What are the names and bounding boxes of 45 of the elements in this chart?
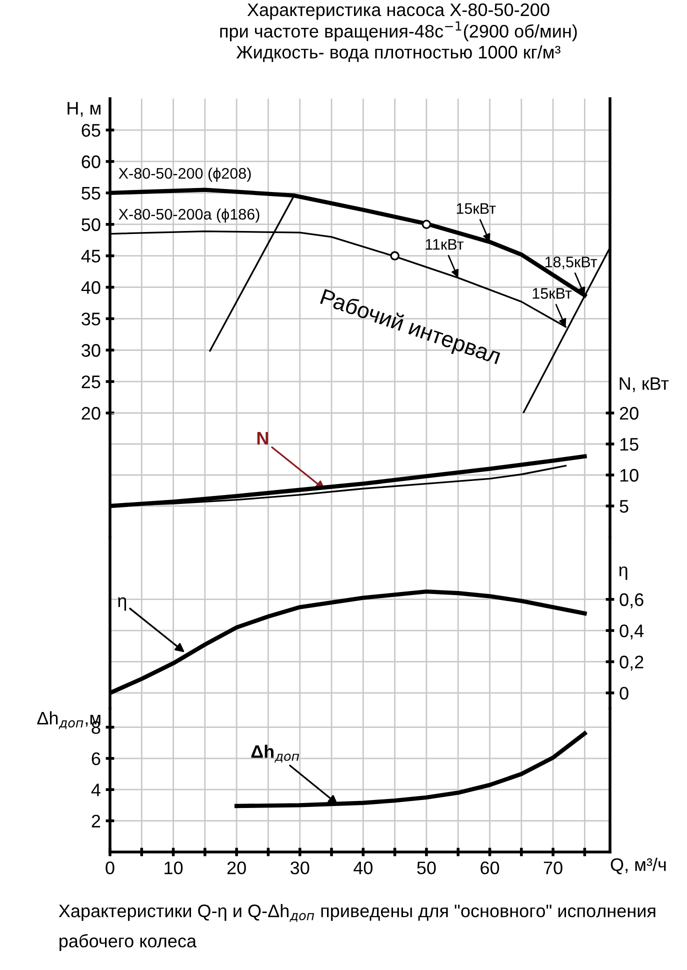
- y-tick-label: 0,2: [620, 656, 644, 671]
- annotation: 18,5кВт: [545, 256, 598, 270]
- y-tick-label: 10: [620, 468, 638, 482]
- chart-title: Характеристика насоса Х-80-50-200: [247, 3, 550, 20]
- series-label: Х-80-50-200а (ϕ186): [118, 208, 260, 223]
- y-tick-label: 25: [82, 375, 100, 388]
- y-tick-label: 55: [82, 187, 100, 200]
- annotation: Δh$_{доп}$: [251, 744, 300, 762]
- y-tick-label: 20: [620, 406, 638, 420]
- y-tick-label: 0,4: [620, 624, 644, 640]
- annotation: 11кВт: [426, 239, 464, 250]
- y-tick-label: 40: [81, 281, 100, 294]
- y-tick-label: 35: [82, 312, 100, 326]
- x-tick-label: 0: [106, 862, 114, 874]
- annotation: N: [257, 432, 268, 444]
- annotation: 15кВт: [456, 203, 496, 214]
- series-label: Х-80-50-200 (ϕ208): [118, 168, 251, 182]
- y-tick-label: 60: [82, 155, 100, 168]
- x-tick-label: 40: [354, 862, 372, 874]
- y-tick-label: 15: [620, 438, 638, 451]
- y-tick-label: 0,6: [620, 593, 644, 608]
- y-tick-label: 0: [620, 686, 628, 700]
- x-tick-label: 10: [164, 862, 183, 874]
- y-axis-title: N, кВт: [620, 377, 669, 392]
- y-tick-label: 6: [92, 752, 100, 766]
- y-tick-label: 4: [91, 784, 100, 796]
- x-tick-label: 60: [480, 862, 500, 874]
- y-axis-title: η: [619, 566, 628, 580]
- y-tick-label: 2: [92, 814, 100, 828]
- chart-subtitle: при частоте вращения-48с$^{−1}$(2900 об/мин) Жидкость- вода плотностью 1000 кг/м³: [220, 21, 577, 62]
- x-tick-label: 30: [290, 862, 310, 874]
- annotation: 15кВт: [532, 288, 572, 299]
- y-tick-label: 20: [82, 406, 100, 420]
- y-tick-label: 45: [81, 250, 100, 263]
- y-tick-label: 65: [82, 124, 100, 137]
- x-axis-title: Q, м³/ч: [610, 858, 666, 874]
- x-tick-label: 50: [417, 862, 436, 874]
- x-tick-label: 70: [544, 862, 562, 874]
- y-tick-label: 5: [620, 500, 628, 513]
- y-tick-label: 50: [82, 218, 100, 232]
- text: Характеристики Q-η и Q-Δh$_{доп}$ приведены для "основного" исполнения рабочего колеса: [58, 904, 656, 952]
- y-axis-title: H, м: [68, 102, 100, 117]
- y-tick-label: 30: [82, 344, 100, 357]
- x-tick-label: 20: [227, 862, 246, 874]
- annotation: η: [118, 597, 126, 611]
